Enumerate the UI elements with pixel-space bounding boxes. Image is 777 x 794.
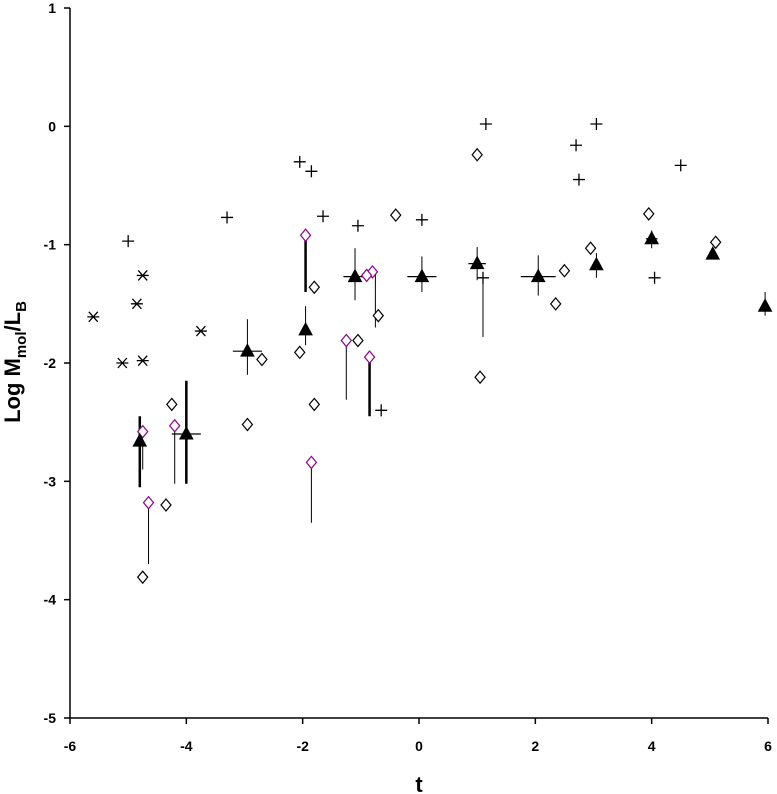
y-axis-title-sub2: B [13, 301, 30, 312]
y-tick-label: -5 [44, 710, 57, 726]
triangle-marker [240, 343, 255, 357]
asterisk-marker [194, 325, 207, 337]
diamond-marker [136, 570, 149, 585]
plus-marker [221, 211, 234, 224]
x-tick-label: -6 [64, 738, 77, 754]
y-axis-title-main: Log M [0, 358, 25, 423]
diamond-marker [549, 296, 562, 311]
y-axis-title-mid: /L [0, 312, 25, 332]
diamond-marker [142, 495, 155, 510]
triangle-marker [757, 298, 773, 312]
diamond-marker [642, 206, 655, 221]
diamond-marker [241, 417, 254, 432]
y-axis-title: Log Mmol/LB [0, 301, 30, 423]
diamond-marker [308, 397, 321, 412]
diamond-marker [360, 268, 373, 283]
diamond-marker [308, 280, 321, 295]
plot-area [69, 8, 768, 719]
asterisk-marker [130, 298, 143, 310]
triangle-marker [644, 230, 660, 245]
plus-marker [317, 210, 330, 223]
plus-marker [590, 117, 603, 130]
diamond-marker [160, 498, 172, 512]
triangle-marker [178, 425, 194, 440]
diamond-marker [305, 455, 318, 470]
x-tick-label: 6 [764, 738, 772, 754]
y-tick-label: -1 [44, 237, 57, 253]
diamond-marker [168, 418, 181, 433]
y-tick-label: 0 [48, 118, 56, 134]
asterisk-marker [136, 355, 149, 367]
triangle-marker [414, 268, 430, 283]
diamond-marker [389, 208, 402, 223]
error-bars [138, 230, 766, 565]
diamond-marker [558, 263, 571, 278]
diamond-marker [363, 350, 376, 365]
axis-ticks: -6 -4 -2 0 2 4 6 -5 -4 -3 -2 -1 0 1 [44, 0, 773, 754]
diamond-marker [299, 228, 312, 243]
plus-marker [648, 271, 661, 284]
y-tick-label: -4 [44, 592, 57, 608]
plus-marker [375, 404, 388, 417]
plus-marker [570, 139, 583, 152]
x-tick-label: -4 [180, 738, 193, 754]
triangle-marker [347, 268, 363, 283]
triangle-marker [469, 255, 485, 270]
asterisk-marker [87, 311, 100, 323]
y-tick-label: -2 [44, 355, 57, 371]
data-markers [87, 117, 773, 585]
triangle-marker [589, 256, 604, 271]
plus-marker [674, 159, 687, 172]
triangle-marker [705, 246, 721, 260]
diamond-marker [293, 345, 306, 360]
plus-marker [572, 173, 585, 186]
diamond-marker [136, 424, 149, 439]
plus-marker [479, 117, 492, 130]
x-tick-label: -2 [296, 738, 309, 754]
asterisk-marker [136, 269, 149, 281]
y-axis-title-sub1: mol [13, 331, 30, 358]
plus-marker [122, 235, 135, 248]
triangle-marker [132, 433, 148, 447]
diamond-marker [372, 308, 385, 323]
diamond-marker [340, 333, 353, 348]
plus-marker [305, 165, 318, 178]
x-tick-label: 0 [415, 738, 423, 754]
plus-marker [293, 155, 306, 168]
diamond-marker [471, 147, 483, 162]
diamond-marker [584, 241, 597, 256]
triangle-marker [298, 321, 313, 336]
y-tick-label: 1 [48, 0, 56, 16]
diamond-marker [256, 352, 268, 367]
diamond-marker [166, 397, 178, 412]
diamond-marker [352, 333, 364, 348]
plus-marker [351, 219, 364, 232]
y-tick-label: -3 [44, 473, 57, 489]
plus-marker [415, 213, 428, 226]
asterisk-marker [116, 357, 129, 369]
triangle-marker [530, 268, 546, 283]
diamond-marker [474, 370, 486, 385]
x-tick-label: 2 [531, 738, 539, 754]
plus-marker [476, 271, 489, 284]
x-tick-label: 4 [648, 738, 656, 754]
diamond-marker [709, 235, 722, 250]
x-axis-title: t [415, 772, 423, 794]
